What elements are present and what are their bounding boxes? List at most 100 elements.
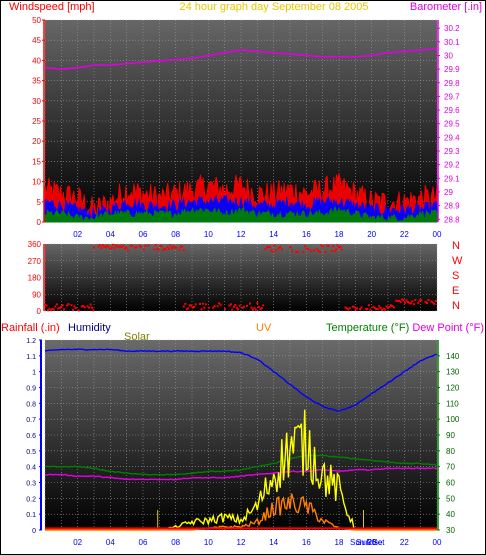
direction-point — [156, 247, 159, 250]
direction-point — [260, 307, 263, 309]
direction-point — [420, 299, 423, 302]
direction-point — [218, 302, 221, 305]
direction-point — [131, 245, 134, 247]
direction-point — [289, 246, 292, 249]
direction-point — [163, 248, 166, 251]
temp-x-tick: 12 — [237, 538, 246, 547]
direction-point — [330, 250, 333, 252]
temp-axes: 0 0.1 0.2 0.3 0.4 0.5 0.6 0.7 0.8 0.9 1 1.1 1.2 30 40 5… — [26, 338, 460, 547]
direction-point — [165, 248, 167, 251]
direction-point — [254, 308, 257, 311]
direction-point — [88, 306, 91, 309]
direction-point — [116, 245, 119, 248]
direction-point — [327, 245, 330, 247]
direction-point — [369, 308, 372, 311]
humidity-axis-label: Humidity — [68, 322, 111, 334]
direction-point — [317, 250, 320, 253]
direction-point — [433, 302, 436, 305]
direction-points — [44, 243, 437, 312]
baro-y-tick: 29.2 — [444, 161, 460, 170]
direction-point — [385, 305, 388, 308]
direction-point — [154, 244, 157, 247]
wind-x-tick: 18 — [335, 230, 344, 239]
baro-y-tick: 29.3 — [444, 147, 460, 156]
direction-point — [430, 300, 433, 303]
direction-point — [66, 304, 68, 307]
direction-point — [159, 244, 162, 247]
direction-point — [405, 299, 408, 302]
rain-y-tick: 0 — [32, 528, 36, 535]
direction-point — [98, 244, 101, 247]
direction-point — [384, 308, 387, 311]
direction-point — [49, 309, 52, 312]
direction-point — [291, 249, 293, 252]
wind-y-tick: 20 — [32, 137, 41, 146]
direction-point — [193, 306, 196, 308]
direction-point — [70, 304, 73, 307]
compass-label: S — [452, 270, 459, 282]
humidity-line — [44, 348, 438, 412]
direction-point — [123, 247, 126, 250]
wind-y-tick: 45 — [32, 36, 41, 45]
wind-x-tick: 16 — [302, 230, 311, 239]
direction-point — [310, 249, 313, 252]
direction-point — [109, 247, 112, 250]
direction-point — [295, 250, 298, 253]
wind-y-tick: 5 — [37, 198, 42, 207]
direction-point — [169, 244, 172, 247]
direction-point — [344, 306, 347, 309]
direction-point — [67, 303, 70, 306]
direction-point — [231, 308, 234, 311]
direction-point — [379, 307, 382, 309]
direction-point — [188, 304, 191, 307]
direction-point — [387, 306, 389, 309]
direction-point — [391, 305, 394, 307]
direction-point — [399, 300, 402, 303]
temp-x-tick: 20 — [367, 538, 376, 547]
baro-y-tick: 29.6 — [444, 106, 460, 115]
direction-point — [398, 299, 401, 302]
direction-point — [194, 303, 197, 306]
direction-point — [268, 245, 271, 248]
sun-rise-label: Sun Rise — [350, 538, 383, 547]
direction-point — [170, 247, 173, 250]
direction-point — [256, 302, 259, 305]
direction-point — [332, 245, 335, 248]
direction-point — [257, 305, 260, 308]
direction-point — [134, 246, 137, 249]
direction-point — [54, 305, 57, 308]
wind-x-tick: 04 — [106, 230, 115, 239]
direction-point — [93, 246, 95, 249]
temp-y-tick: 30 — [446, 526, 455, 535]
dir-y-tick: 90 — [32, 290, 41, 299]
direction-point — [199, 302, 201, 305]
direction-point — [237, 308, 240, 311]
direction-point — [356, 307, 359, 310]
direction-point — [135, 246, 138, 249]
direction-point — [351, 305, 354, 308]
direction-point — [178, 248, 181, 251]
direction-point — [182, 249, 185, 252]
rain-y-tick: 0.2 — [26, 496, 36, 503]
wind-y-tick: 10 — [32, 178, 41, 187]
direction-point — [280, 248, 283, 251]
temp-y-tick: 140 — [446, 352, 460, 361]
barometer-line — [44, 47, 438, 70]
direction-point — [354, 308, 357, 311]
direction-point — [83, 306, 86, 309]
wind-series — [44, 47, 438, 224]
direction-point — [375, 307, 378, 310]
direction-point — [103, 245, 106, 248]
temp-y-tick: 40 — [446, 510, 455, 519]
direction-point — [181, 245, 184, 248]
direction-point — [266, 246, 268, 249]
solar-axis-label: Solar — [124, 331, 150, 343]
direction-point — [318, 250, 321, 253]
direction-point — [57, 307, 60, 310]
direction-point — [376, 308, 379, 310]
direction-point — [55, 303, 58, 306]
direction-point — [82, 305, 85, 308]
direction-point — [129, 244, 132, 247]
